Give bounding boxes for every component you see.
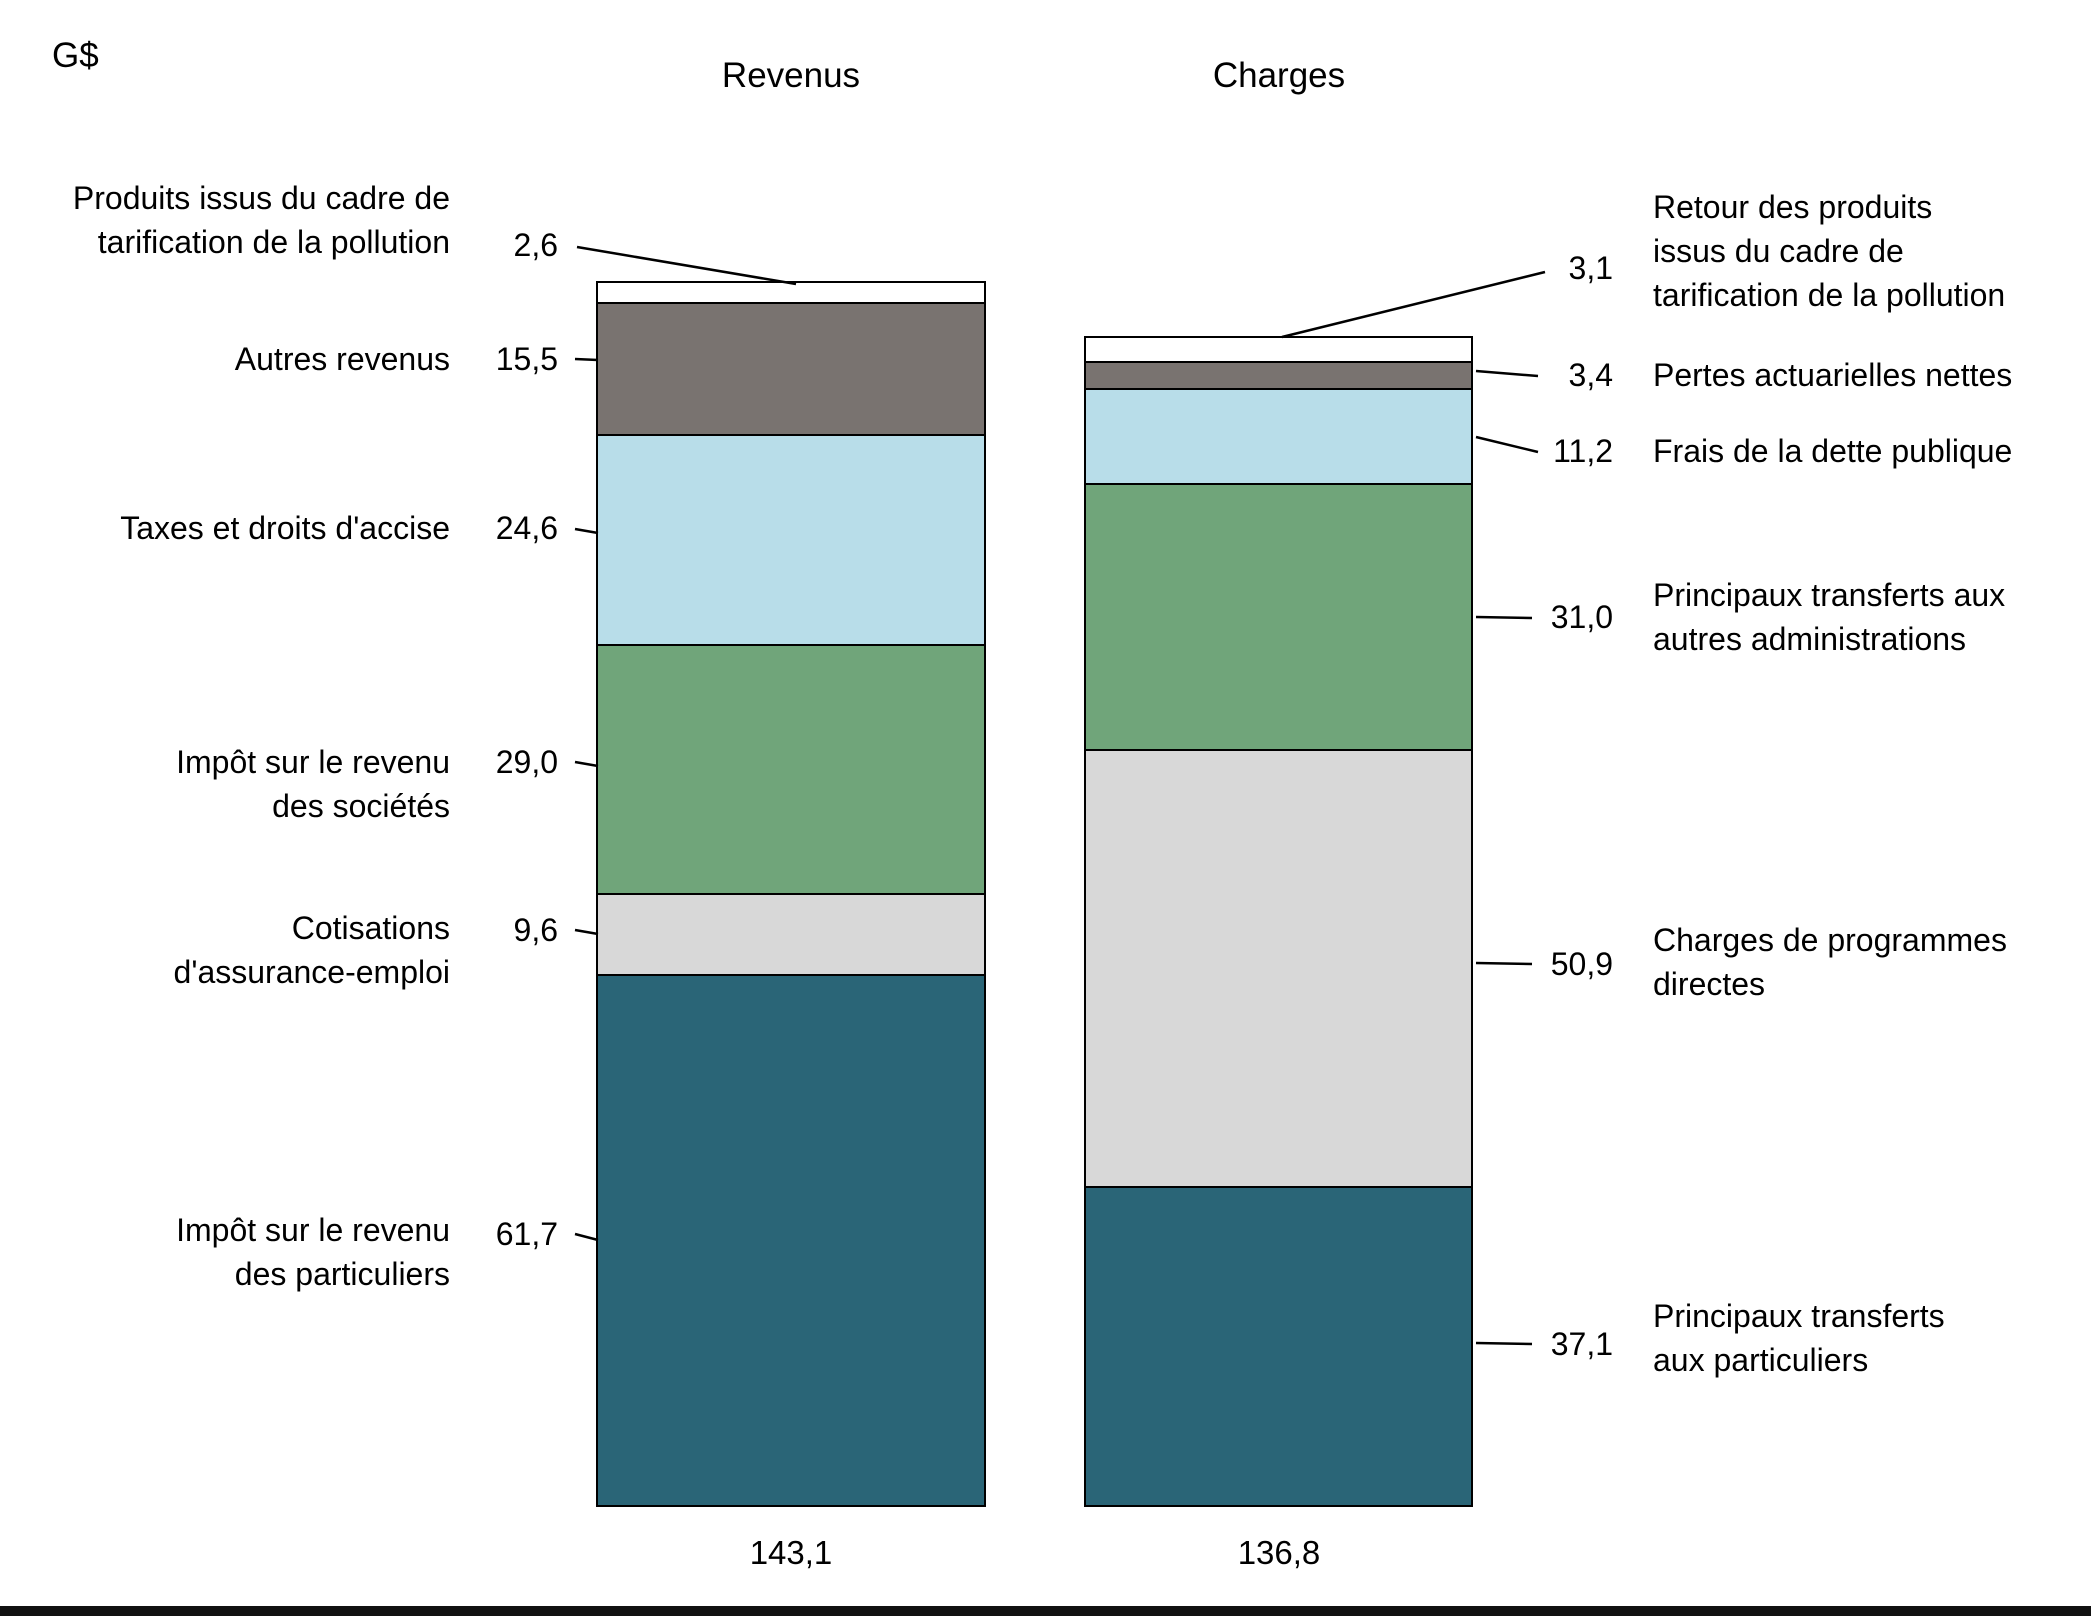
bar-segment — [1084, 388, 1473, 485]
revenus-value-particuliers: 61,7 — [495, 1216, 558, 1252]
leader-line-particuliers — [574, 1232, 599, 1242]
revenus-label-taxes: Taxes et droits d'accise — [120, 510, 450, 546]
bar-segment — [1084, 335, 1473, 363]
units-label: G$ — [52, 36, 99, 75]
leader-line-dette — [1475, 435, 1539, 454]
column-title-revenus: Revenus — [721, 56, 861, 95]
revenus-label-autres: Autres revenus — [234, 341, 450, 377]
bar-segment — [596, 973, 986, 1507]
revenus-label-assurance-emploi: Cotisations d'assurance-emploi — [173, 910, 450, 990]
charges-label-dette: Frais de la dette publique — [1653, 433, 2013, 469]
revenus-value-societes: 29,0 — [495, 744, 558, 780]
charges-label-retour-pollution: Retour des produits issus du cadre de ta… — [1653, 189, 2006, 313]
revenus-value-autres: 15,5 — [495, 341, 558, 377]
revenus-value-taxes: 24,6 — [495, 510, 558, 546]
bottom-border — [0, 1606, 2091, 1616]
leader-line-administrations — [1475, 615, 1533, 620]
leader-line-taxes — [574, 527, 599, 535]
revenus-total: 143,1 — [749, 1534, 833, 1571]
revenus-value-assurance-emploi: 9,6 — [513, 912, 558, 948]
charges-label-actuarielles: Pertes actuarielles nettes — [1653, 357, 2013, 393]
charges-total: 136,8 — [1237, 1534, 1321, 1571]
charges-value-administrations: 31,0 — [1550, 599, 1613, 635]
bar-segment — [596, 301, 986, 436]
leader-line-programmes — [1475, 961, 1533, 966]
charges-label-programmes: Charges de programmes directes — [1653, 922, 2007, 1002]
leader-line-assurance-emploi — [574, 928, 599, 936]
charges-value-dette: 11,2 — [1553, 433, 1613, 469]
bar-segment — [596, 644, 986, 895]
charges-value-programmes: 50,9 — [1550, 946, 1613, 982]
leader-line-societes — [574, 760, 599, 768]
leader-line-transferts-particuliers — [1475, 1341, 1533, 1346]
leader-line-pollution — [576, 245, 797, 286]
charges-value-actuarielles: 3,4 — [1568, 357, 1613, 393]
bar-segment — [1084, 1186, 1473, 1507]
leader-line-actuarielles — [1475, 369, 1539, 378]
bar-segment — [1084, 482, 1473, 751]
bar-segment — [596, 433, 986, 647]
revenus-label-particuliers: Impôt sur le revenu des particuliers — [176, 1212, 450, 1292]
charges-label-administrations: Principaux transferts aux autres adminis… — [1653, 577, 2006, 657]
charges-label-transferts-particuliers: Principaux transferts aux particuliers — [1653, 1298, 1945, 1378]
revenus-label-societes: Impôt sur le revenu des sociétés — [176, 744, 450, 824]
revenus-label-pollution: Produits issus du cadre de tarification … — [72, 180, 450, 260]
column-title-charges: Charges — [1212, 56, 1346, 95]
bar-segment — [1084, 748, 1473, 1189]
charges-value-retour-pollution: 3,1 — [1568, 250, 1613, 286]
charges-value-transferts-particuliers: 37,1 — [1550, 1326, 1613, 1362]
leader-line-autres-revenus — [574, 357, 599, 362]
leader-line-retour-pollution — [1281, 270, 1546, 339]
revenus-value-pollution: 2,6 — [513, 227, 558, 263]
